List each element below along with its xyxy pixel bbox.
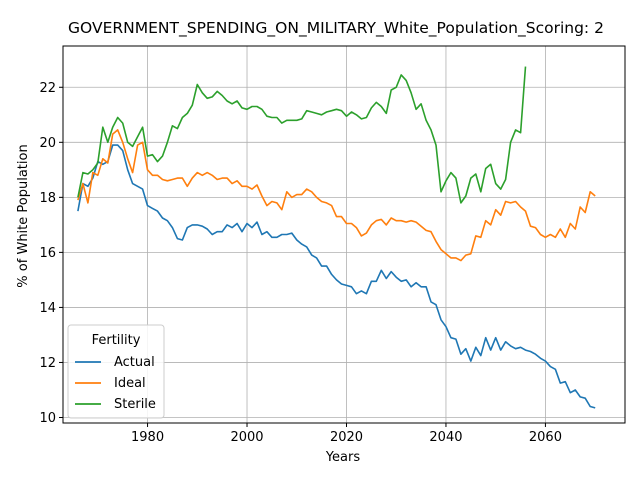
- y-tick-label: 22: [39, 81, 56, 96]
- x-axis: 1980 2000 2020 2040 2060: [131, 423, 562, 445]
- legend-box: [67, 324, 165, 419]
- x-tick-label: 2020: [330, 430, 363, 445]
- y-tick-label: 20: [39, 136, 56, 151]
- legend-entry-sterile: Sterile: [114, 397, 156, 412]
- y-axis: 10 12 14 16 18 20 22: [39, 81, 63, 426]
- y-tick-label: 18: [39, 191, 56, 206]
- legend-entry-ideal: Ideal: [114, 376, 146, 391]
- plot-frame: [62, 45, 626, 424]
- legend: Fertility Actual Ideal Sterile: [67, 324, 165, 419]
- y-axis-label: % of White Population: [16, 144, 31, 287]
- x-tick-label: 1980: [131, 430, 164, 445]
- x-tick-label: 2040: [429, 430, 462, 445]
- y-tick-label: 14: [39, 301, 56, 316]
- y-tick-label: 10: [39, 411, 56, 426]
- series-line-actual: [77, 144, 596, 409]
- series-line-ideal: [77, 129, 596, 262]
- legend-title: Fertility: [92, 333, 141, 348]
- y-tick-label: 16: [39, 246, 56, 261]
- series-line-sterile: [77, 66, 527, 204]
- y-tick-label: 12: [39, 356, 56, 371]
- chart-title: GOVERNMENT_SPENDING_ON_MILITARY_White_Po…: [68, 19, 604, 38]
- x-tick-label: 2000: [230, 430, 263, 445]
- x-axis-label: Years: [325, 450, 361, 465]
- legend-entry-actual: Actual: [114, 355, 155, 370]
- series-lines: [77, 66, 596, 409]
- x-tick-label: 2060: [529, 430, 562, 445]
